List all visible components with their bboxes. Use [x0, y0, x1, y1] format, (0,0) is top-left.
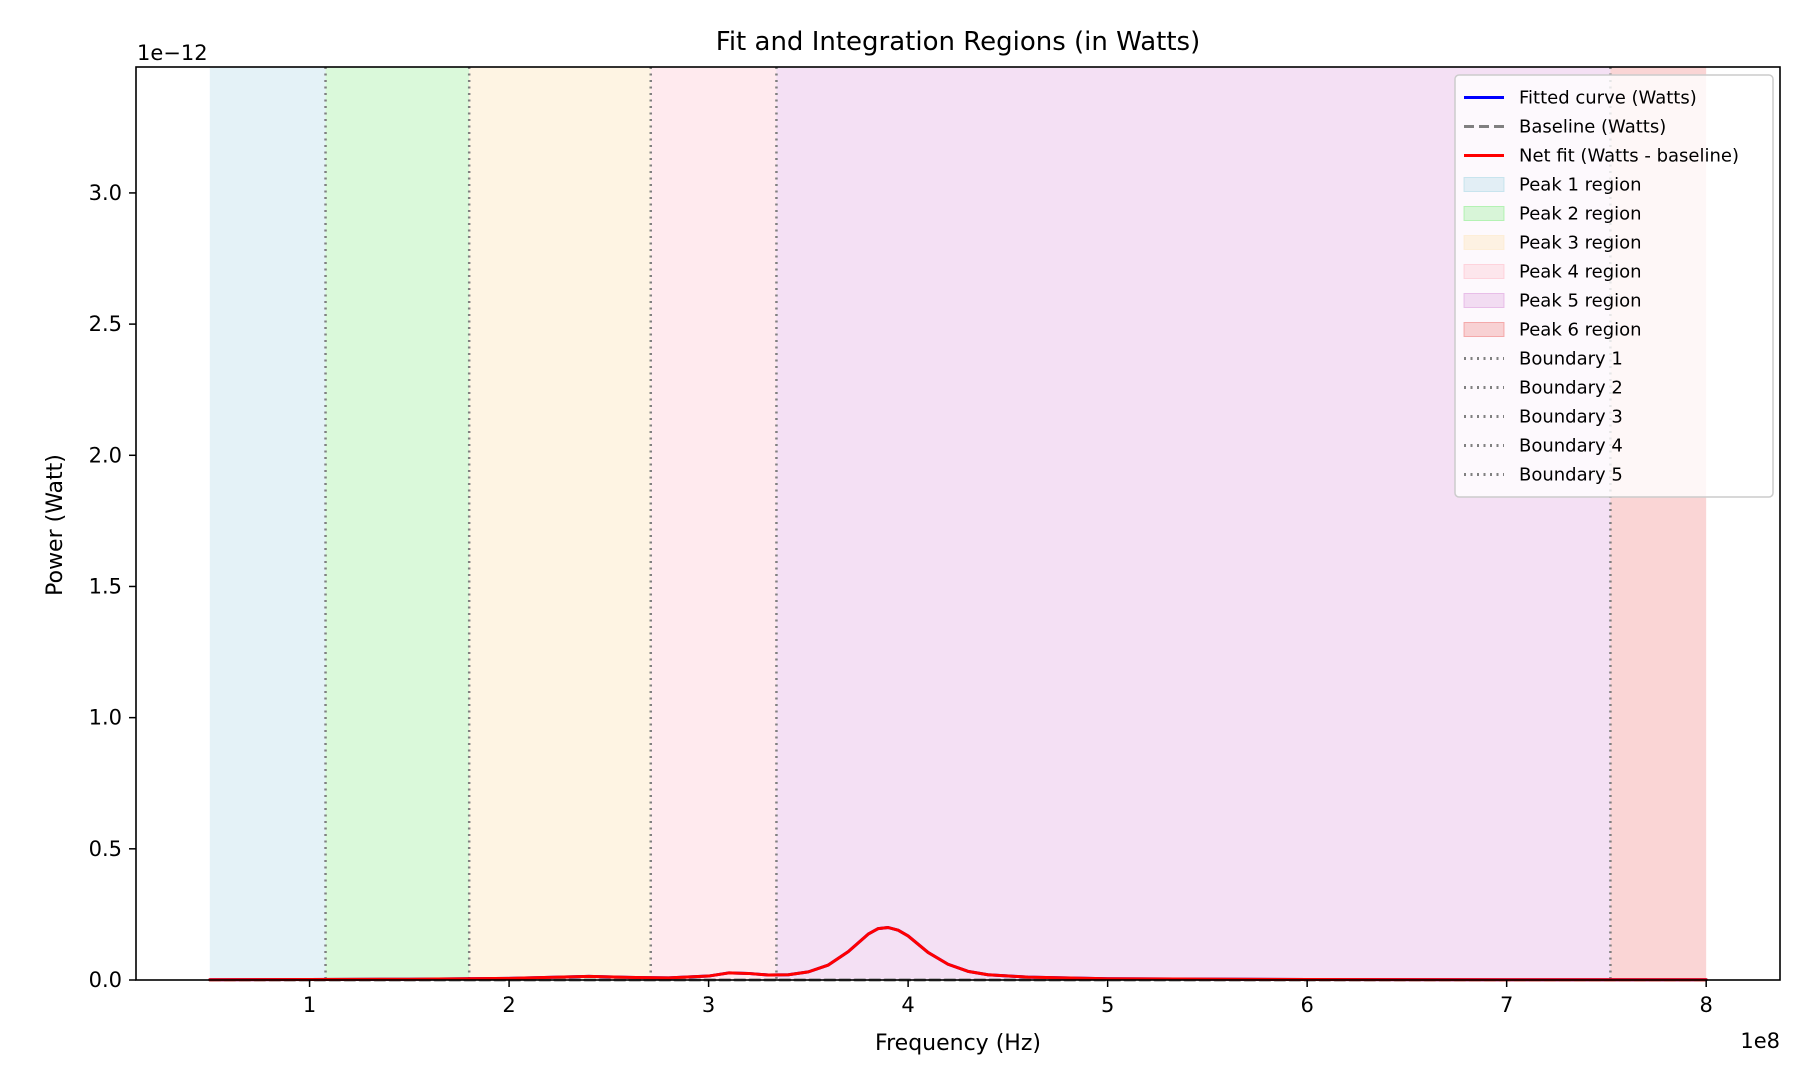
legend-label: Boundary 3: [1519, 407, 1623, 428]
axes-layer: 1 2 3 4 5 6 7 8 0.0 0.5 1.0 1.5 2.0 2.5 3.0: [89, 66, 1781, 1017]
boundaries-layer: [324, 67, 1612, 980]
peak-region-3: [469, 67, 651, 980]
y-tick-label: 0.0: [89, 968, 122, 992]
legend-swatch: [1463, 235, 1505, 250]
x-tick-label: 1: [303, 993, 316, 1017]
legend-label: Boundary 1: [1519, 349, 1623, 370]
y-tick-label: 2.5: [89, 312, 122, 336]
peak-region-1: [209, 67, 326, 980]
legend-swatch: [1463, 322, 1505, 337]
legend-swatch: [1463, 293, 1505, 308]
x-tick-label: 2: [502, 993, 515, 1017]
x-tick-label: 6: [1300, 993, 1313, 1017]
x-tick-label: 5: [1101, 993, 1114, 1017]
x-tick-label: 4: [901, 993, 914, 1017]
y-tick-label: 0.5: [89, 837, 122, 861]
chart-title: Fit and Integration Regions (in Watts): [716, 27, 1200, 57]
legend-label: Peak 6 region: [1519, 320, 1642, 341]
y-axis-offset-text: 1e−12: [137, 41, 208, 65]
legend-label: Baseline (Watts): [1519, 117, 1666, 138]
legend-swatch: [1463, 206, 1505, 221]
series-line-3: [208, 926, 1708, 982]
legend-label: Peak 4 region: [1519, 262, 1642, 283]
x-axis-label: Frequency (Hz): [875, 1031, 1041, 1056]
peak-region-4: [650, 67, 777, 980]
legend-label: Fitted curve (Watts): [1519, 88, 1697, 109]
legend-swatch: [1463, 177, 1505, 192]
regions-layer: [209, 67, 1707, 980]
y-tick-label: 1.5: [89, 574, 122, 598]
y-axis-label: Power (Watt): [43, 454, 68, 596]
x-tick-label: 8: [1699, 993, 1712, 1017]
peak-region-2: [325, 67, 470, 980]
legend-swatch: [1463, 264, 1505, 279]
x-tick-label: 7: [1500, 993, 1513, 1017]
x-tick-label: 3: [702, 993, 715, 1017]
legend-label: Boundary 2: [1519, 378, 1623, 399]
legend-box: [1454, 74, 1774, 498]
legend-label: Boundary 4: [1519, 436, 1623, 457]
plot-frame: [135, 66, 1781, 981]
legend-label: Peak 5 region: [1519, 291, 1642, 312]
legend-label: Peak 2 region: [1519, 204, 1642, 225]
legend-label: Boundary 5: [1519, 465, 1623, 486]
y-tick-label: 2.0: [89, 443, 122, 467]
legend-label: Peak 3 region: [1519, 233, 1642, 254]
y-tick-label: 3.0: [89, 181, 122, 205]
legend: Fitted curve (Watts) Baseline (Watts) Net …: [1454, 74, 1774, 498]
legend-label: Net fit (Watts - baseline): [1519, 146, 1739, 167]
x-axis-offset-text: 1e8: [1740, 1029, 1780, 1053]
y-tick-label: 1.0: [89, 706, 122, 730]
legend-label: Peak 1 region: [1519, 175, 1642, 196]
